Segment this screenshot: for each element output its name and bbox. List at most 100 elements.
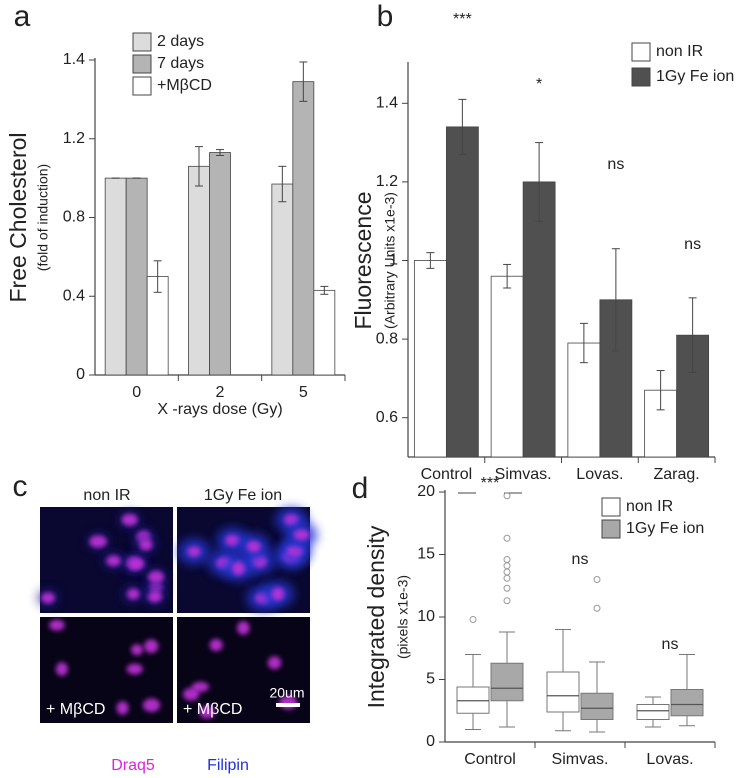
significance: ns	[684, 236, 701, 253]
y-tick-label: 1.4	[376, 95, 398, 112]
legend-swatch	[132, 32, 152, 52]
y-tick-label: 15	[417, 546, 435, 563]
y-tick-label: 0	[76, 366, 85, 383]
y-axis-title: Fluorescence	[350, 191, 376, 329]
x-tick-label: 2	[216, 384, 225, 401]
legend-swatch	[601, 519, 621, 539]
bar	[188, 165, 210, 376]
bar	[522, 181, 556, 458]
nucleus	[271, 587, 285, 601]
nucleus	[284, 514, 299, 526]
stain-label: Filipin	[207, 757, 249, 774]
x-tick-label: 5	[299, 384, 308, 401]
nucleus	[267, 656, 282, 670]
y-tick-label: 20	[417, 483, 435, 500]
outlier	[503, 568, 511, 576]
nucleus	[209, 638, 223, 652]
significance: ns	[662, 636, 679, 653]
y-axis-title: Free Cholesterol	[5, 132, 31, 302]
outlier	[503, 534, 511, 542]
x-tick-label: Control	[464, 751, 516, 768]
nucleus	[225, 534, 240, 547]
column-label: non IR	[83, 487, 130, 504]
micrograph	[40, 617, 173, 723]
y-tick-label: 0	[426, 733, 435, 750]
panel-letter: b	[377, 0, 394, 33]
legend-label: 1Gy Fe ion	[626, 520, 704, 537]
stain-label: Draq5	[111, 757, 155, 774]
bar	[125, 177, 148, 376]
nucleus	[199, 705, 215, 719]
box	[636, 704, 670, 720]
significance: ***	[481, 475, 500, 492]
panel-letter: c	[13, 470, 28, 503]
y-axis-subtitle: (pixels x1e-3)	[395, 575, 411, 659]
nucleus	[142, 698, 161, 712]
x-axis-title: X -rays dose (Gy)	[157, 401, 282, 418]
micrograph	[177, 506, 318, 613]
bar	[209, 152, 231, 376]
panel-letter: d	[352, 472, 369, 505]
x-tick-label: Simvas.	[552, 751, 609, 768]
legend-label: 1Gy Fe ion	[656, 68, 734, 85]
nucleus	[128, 557, 145, 571]
significance: *	[536, 76, 542, 93]
nucleus	[191, 681, 209, 692]
outlier	[503, 574, 511, 582]
y-tick-label: 10	[417, 608, 435, 625]
significance: ***	[453, 11, 472, 28]
legend-swatch	[631, 67, 651, 87]
nucleus	[293, 529, 310, 541]
nucleus	[148, 570, 164, 584]
y-axis-title: Integrated density	[363, 525, 389, 708]
y-tick-label: 0.6	[376, 409, 398, 426]
nucleus	[127, 588, 140, 600]
micrograph	[37, 507, 173, 613]
nucleus	[187, 546, 201, 557]
legend-label: 2 days	[157, 33, 204, 50]
significance: ns	[572, 551, 589, 568]
y-tick-label: 0.4	[63, 287, 85, 304]
x-tick-label: Lovas.	[576, 466, 623, 483]
panel-letter: a	[14, 0, 31, 33]
outlier	[503, 597, 511, 605]
box	[670, 689, 704, 717]
bar	[445, 126, 479, 458]
bar	[313, 289, 336, 376]
nucleus	[144, 639, 159, 653]
nucleus	[232, 561, 245, 576]
nucleus	[121, 513, 138, 526]
x-tick-label: Simvas.	[495, 466, 552, 483]
nucleus	[116, 701, 129, 715]
bar	[490, 275, 524, 458]
column-label: 1Gy Fe ion	[204, 487, 282, 504]
y-tick-label: 5	[426, 671, 435, 688]
x-tick-label: 0	[132, 384, 141, 401]
outlier	[503, 562, 511, 570]
y-tick-label: 0.8	[63, 209, 85, 226]
legend-label: +MβCD	[157, 77, 212, 94]
nucleus	[131, 644, 144, 656]
x-tick-label: Control	[421, 466, 473, 483]
nucleus	[49, 619, 65, 631]
micrograph	[177, 617, 310, 723]
legend-label: 7 days	[157, 55, 204, 72]
legend-swatch	[132, 76, 152, 96]
scale-bar	[276, 703, 300, 707]
legend-label: non IR	[656, 43, 703, 60]
outlier	[503, 584, 511, 592]
legend-label: non IR	[626, 498, 673, 515]
y-axis-subtitle: (Arbitrary Units x1e-3)	[382, 192, 398, 329]
bar	[271, 183, 294, 376]
nucleus	[55, 662, 68, 676]
legend-swatch	[631, 42, 651, 62]
box	[490, 662, 524, 702]
nucleus	[89, 535, 107, 548]
x-tick-label: Zarag.	[654, 466, 700, 483]
nucleus	[286, 545, 304, 557]
box	[456, 686, 490, 714]
box	[580, 692, 614, 720]
outlier	[503, 556, 511, 563]
y-axis-subtitle: (fold of induction)	[35, 164, 51, 271]
